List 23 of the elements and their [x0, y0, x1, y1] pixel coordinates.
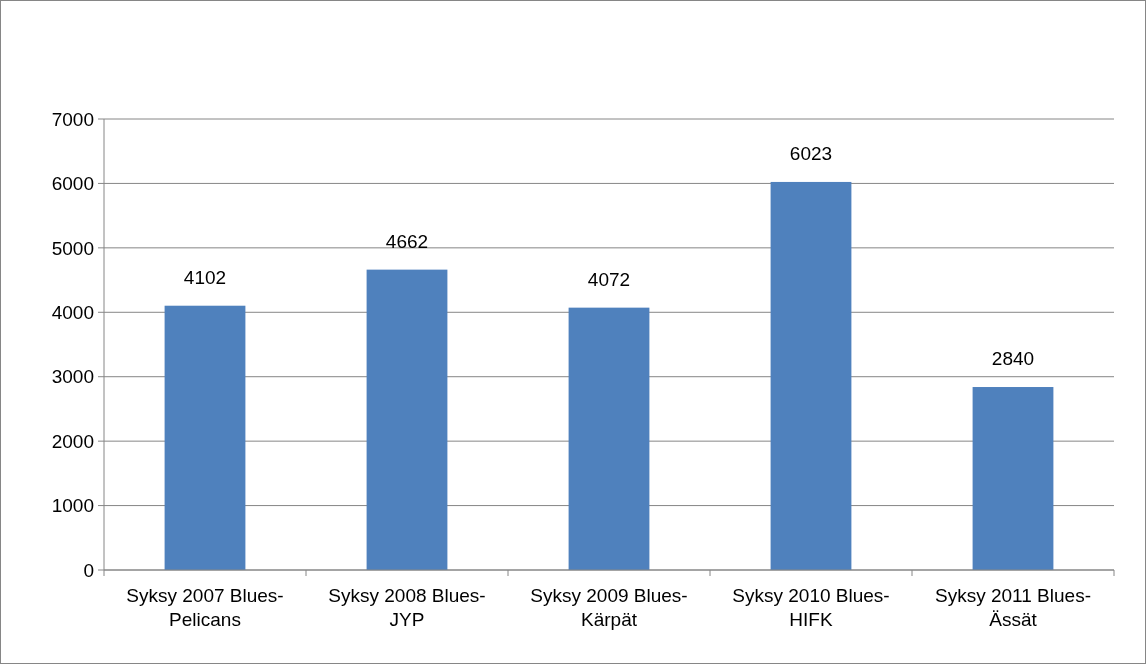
- bar: [770, 181, 852, 570]
- bar: [164, 305, 246, 570]
- x-tick-label: Syksy 2010 Blues-HIFK: [732, 585, 890, 630]
- data-label: 4662: [385, 230, 429, 252]
- x-tick-label: Syksy 2007 Blues-Pelicans: [126, 585, 284, 630]
- y-tick-label: 4000: [51, 301, 94, 323]
- y-tick-label: 0: [83, 559, 94, 581]
- data-label: 4102: [183, 266, 227, 288]
- x-tick-label: Syksy 2009 Blues-Kärpät: [530, 585, 688, 630]
- bar: [568, 307, 650, 570]
- y-tick-label: 2000: [51, 430, 94, 452]
- y-tick-label: 3000: [51, 366, 94, 388]
- data-label: 6023: [789, 142, 833, 164]
- x-tick-label: Syksy 2008 Blues-JYP: [328, 585, 486, 630]
- bar: [366, 269, 448, 570]
- y-tick-label: 1000: [51, 495, 94, 517]
- y-tick-label: 6000: [51, 173, 94, 195]
- data-label: 2840: [991, 348, 1035, 370]
- y-tick-label: 7000: [51, 108, 94, 130]
- x-tick-label: Syksy 2011 Blues-Ässät: [935, 585, 1091, 630]
- bar: [972, 387, 1054, 570]
- data-label: 4072: [587, 268, 631, 290]
- y-tick-label: 5000: [51, 237, 94, 259]
